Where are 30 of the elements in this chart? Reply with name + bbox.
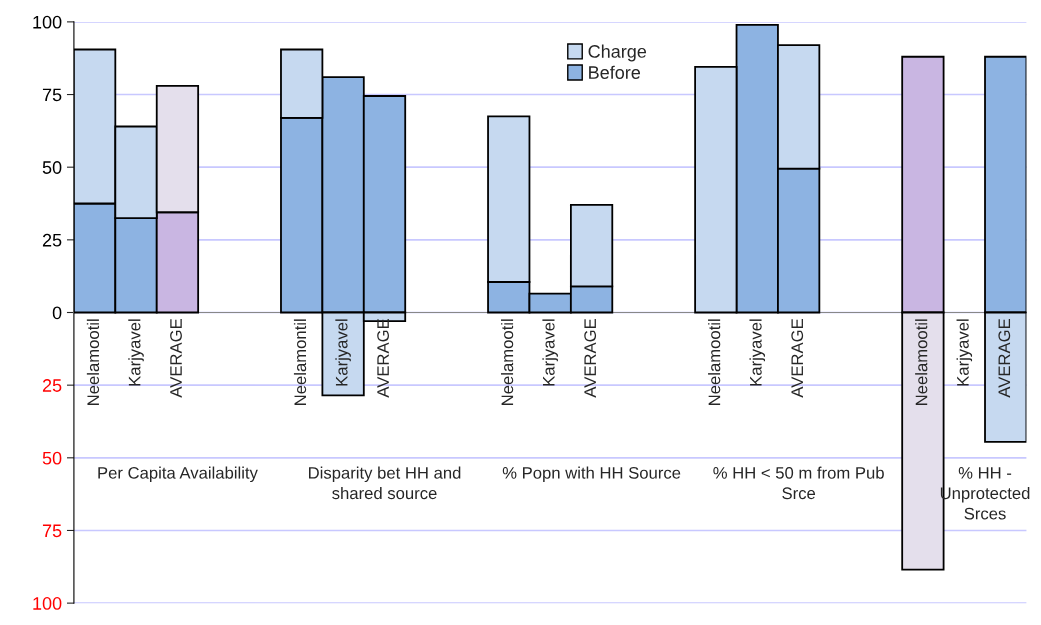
x-tick-label: AVERAGE xyxy=(170,319,182,398)
annotation: % HH < 50 m from Pub Srce xyxy=(713,466,884,500)
y-tick-label: 100 xyxy=(33,597,62,610)
x-tick-label: Neelamootil xyxy=(708,319,721,405)
x-tick-label: Neelamontil xyxy=(293,319,307,405)
annotation: Disparity bet HH and shared source xyxy=(309,466,461,500)
x-tick-label: Karjyavel xyxy=(749,319,766,386)
x-tick-label: Karjyavel xyxy=(335,319,351,386)
x-tick-label: Neelamootil xyxy=(915,319,928,405)
y-tick-label: 50 xyxy=(42,161,62,174)
legend-label: Before xyxy=(589,65,641,79)
y-tick-label: 0 xyxy=(52,306,62,320)
x-tick-label: AVERAGE xyxy=(791,319,804,398)
x-tick-label: AVERAGE xyxy=(584,319,597,398)
y-tick-label: 100 xyxy=(33,15,62,29)
y-tick-label: 75 xyxy=(42,524,62,538)
annotation: Per Capita Availability xyxy=(98,466,258,483)
x-tick-label: AVERAGE xyxy=(377,319,389,398)
y-tick-label: 75 xyxy=(42,88,62,102)
x-tick-label: Karjyavel xyxy=(542,319,558,386)
annotation: % Popn with HH Source xyxy=(502,466,681,483)
x-tick-label: Karjyavel xyxy=(128,319,144,386)
legend-label: Charge xyxy=(588,44,647,62)
y-tick-label: 25 xyxy=(42,233,62,247)
y-tick-label: 25 xyxy=(42,379,62,392)
x-tick-label: AVERAGE xyxy=(998,319,1011,398)
x-tick-label: Karjyavel xyxy=(956,319,973,386)
x-tick-label: Neelamootil xyxy=(500,319,514,405)
x-tick-label: Neelamootil xyxy=(86,319,100,405)
y-tick-label: 50 xyxy=(42,451,62,465)
